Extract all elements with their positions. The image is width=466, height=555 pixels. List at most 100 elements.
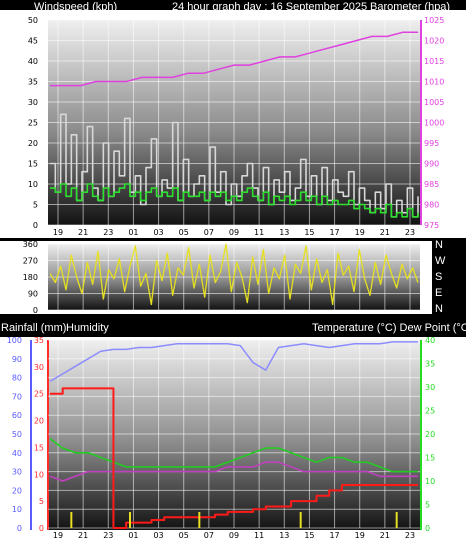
rainfall-y-tick-label: 30 [34, 363, 44, 372]
temperature-y-tick-label: 35 [425, 360, 435, 369]
temperature-y-tick-label: 40 [425, 336, 435, 345]
bottom-x-tick-label: 23 [103, 531, 113, 540]
humidity-series [49, 341, 418, 383]
barometer-y-tick-label: 1005 [424, 98, 444, 107]
windspeed-y-tick-label: 0 [33, 221, 38, 230]
wind-x-tick-label: 13 [279, 228, 289, 237]
windspeed-y-tick-label: 10 [28, 180, 38, 189]
wind-x-tick-label: 01 [128, 228, 138, 237]
temperature-series [49, 438, 418, 473]
barometer-y-tick-label: 995 [424, 139, 439, 148]
windspeed-y-tick-label: 5 [33, 201, 38, 210]
dewpoint-series [49, 461, 418, 482]
direction-x-tick-label: 11 [254, 313, 264, 322]
direction-x-tick-label: 23 [103, 313, 113, 322]
barometer-y-tick-label: 1025 [424, 16, 444, 25]
wind-x-tick-label: 03 [153, 228, 163, 237]
bottom-x-tick-label: 13 [279, 531, 289, 540]
windspeed-y-tick-label: 35 [28, 78, 38, 87]
barometer-y-tick-label: 975 [424, 221, 439, 230]
wind-x-tick-label: 23 [405, 228, 415, 237]
temperature-y-tick-label: 5 [425, 501, 430, 510]
wind-x-tick-label: 15 [304, 228, 314, 237]
direction-x-tick-label: 21 [380, 313, 390, 322]
barometer-axis-title: Barometer (hpa) [370, 1, 450, 13]
humidity-y-tick-label: 30 [12, 468, 22, 477]
temperature-y-tick-label: 0 [425, 524, 430, 533]
humidity-y-tick-label: 90 [12, 355, 22, 364]
bottom-x-tick-label: 03 [153, 531, 163, 540]
humidity-y-tick-label: 80 [12, 374, 22, 383]
barometer-y-tick-label: 1000 [424, 119, 444, 128]
direction-y-tick-label: 180 [23, 273, 38, 282]
windspeed-y-tick-label: 50 [28, 16, 38, 25]
rainfall-y-tick-label: 25 [34, 390, 44, 399]
humidity-y-tick-label: 20 [12, 486, 22, 495]
bottom-x-tick-label: 21 [78, 531, 88, 540]
bottom-x-tick-label: 19 [53, 531, 63, 540]
humidity-y-tick-label: 100 [7, 336, 22, 345]
windspeed-y-tick-label: 25 [28, 119, 38, 128]
direction-x-tick-label: 17 [329, 313, 339, 322]
dir-label-e: E [435, 287, 442, 299]
direction-x-tick-label: 23 [405, 313, 415, 322]
dir-label-n-top: N [435, 239, 443, 251]
bottom-x-tick-label: 07 [204, 531, 214, 540]
humidity-y-tick-label: 10 [12, 505, 22, 514]
bottom-x-tick-label: 15 [304, 531, 314, 540]
rainfall-y-tick-label: 0 [39, 524, 44, 533]
direction-x-tick-label: 05 [179, 313, 189, 322]
graph-title: 24 hour graph day : 16 September 2025 [172, 1, 367, 13]
barometer-y-tick-label: 1015 [424, 57, 444, 66]
temperature-y-tick-label: 10 [425, 477, 435, 486]
rainfall-axis-title: Rainfall (mm) [1, 322, 66, 334]
dir-label-s: S [435, 271, 442, 283]
direction-x-tick-label: 19 [53, 313, 63, 322]
windspeed-y-tick-label: 30 [28, 98, 38, 107]
wind-x-tick-label: 23 [103, 228, 113, 237]
direction-x-tick-label: 01 [128, 313, 138, 322]
temperature-y-tick-label: 30 [425, 383, 435, 392]
humidity-axis-title: Humidity [66, 322, 109, 334]
windspeed-y-tick-label: 45 [28, 37, 38, 46]
humidity-y-tick-label: 60 [12, 411, 22, 420]
direction-x-tick-label: 15 [304, 313, 314, 322]
temperature-dewpoint-axis-title: Temperature (°C) Dew Point (°C) [312, 322, 466, 334]
barometer-y-tick-label: 1010 [424, 78, 444, 87]
bottom-x-tick-label: 11 [254, 531, 264, 540]
direction-x-tick-label: 03 [153, 313, 163, 322]
direction-y-tick-label: 0 [33, 306, 38, 315]
dir-label-w: W [435, 255, 446, 267]
rainfall-y-tick-label: 15 [34, 443, 44, 452]
bottom-x-tick-label: 19 [355, 531, 365, 540]
barometer-series [50, 31, 418, 87]
bottom-x-tick-label: 17 [329, 531, 339, 540]
temperature-y-tick-label: 20 [425, 430, 435, 439]
barometer-y-tick-label: 1020 [424, 37, 444, 46]
dir-label-n-bottom: N [435, 303, 443, 315]
windspeed-y-tick-label: 20 [28, 139, 38, 148]
bottom-x-tick-label: 23 [405, 531, 415, 540]
direction-y-tick-label: 90 [28, 290, 38, 299]
direction-x-tick-label: 21 [78, 313, 88, 322]
wind-x-tick-label: 11 [254, 228, 264, 237]
wind-x-tick-label: 21 [380, 228, 390, 237]
humidity-y-tick-label: 0 [17, 524, 22, 533]
direction-x-tick-label: 07 [204, 313, 214, 322]
rainfall-y-tick-label: 10 [34, 470, 44, 479]
direction-x-tick-label: 09 [229, 313, 239, 322]
barometer-y-tick-label: 990 [424, 160, 439, 169]
temperature-y-tick-label: 15 [425, 454, 435, 463]
rainfall-y-tick-label: 20 [34, 417, 44, 426]
wind-x-tick-label: 05 [179, 228, 189, 237]
humidity-y-tick-label: 50 [12, 430, 22, 439]
direction-x-tick-label: 19 [355, 313, 365, 322]
wind-x-tick-label: 09 [229, 228, 239, 237]
wind-average-series [50, 183, 419, 218]
windspeed-y-tick-label: 40 [28, 57, 38, 66]
wind-x-tick-label: 19 [53, 228, 63, 237]
humidity-y-tick-label: 40 [12, 449, 22, 458]
wind-x-tick-label: 07 [204, 228, 214, 237]
bottom-x-tick-label: 21 [380, 531, 390, 540]
